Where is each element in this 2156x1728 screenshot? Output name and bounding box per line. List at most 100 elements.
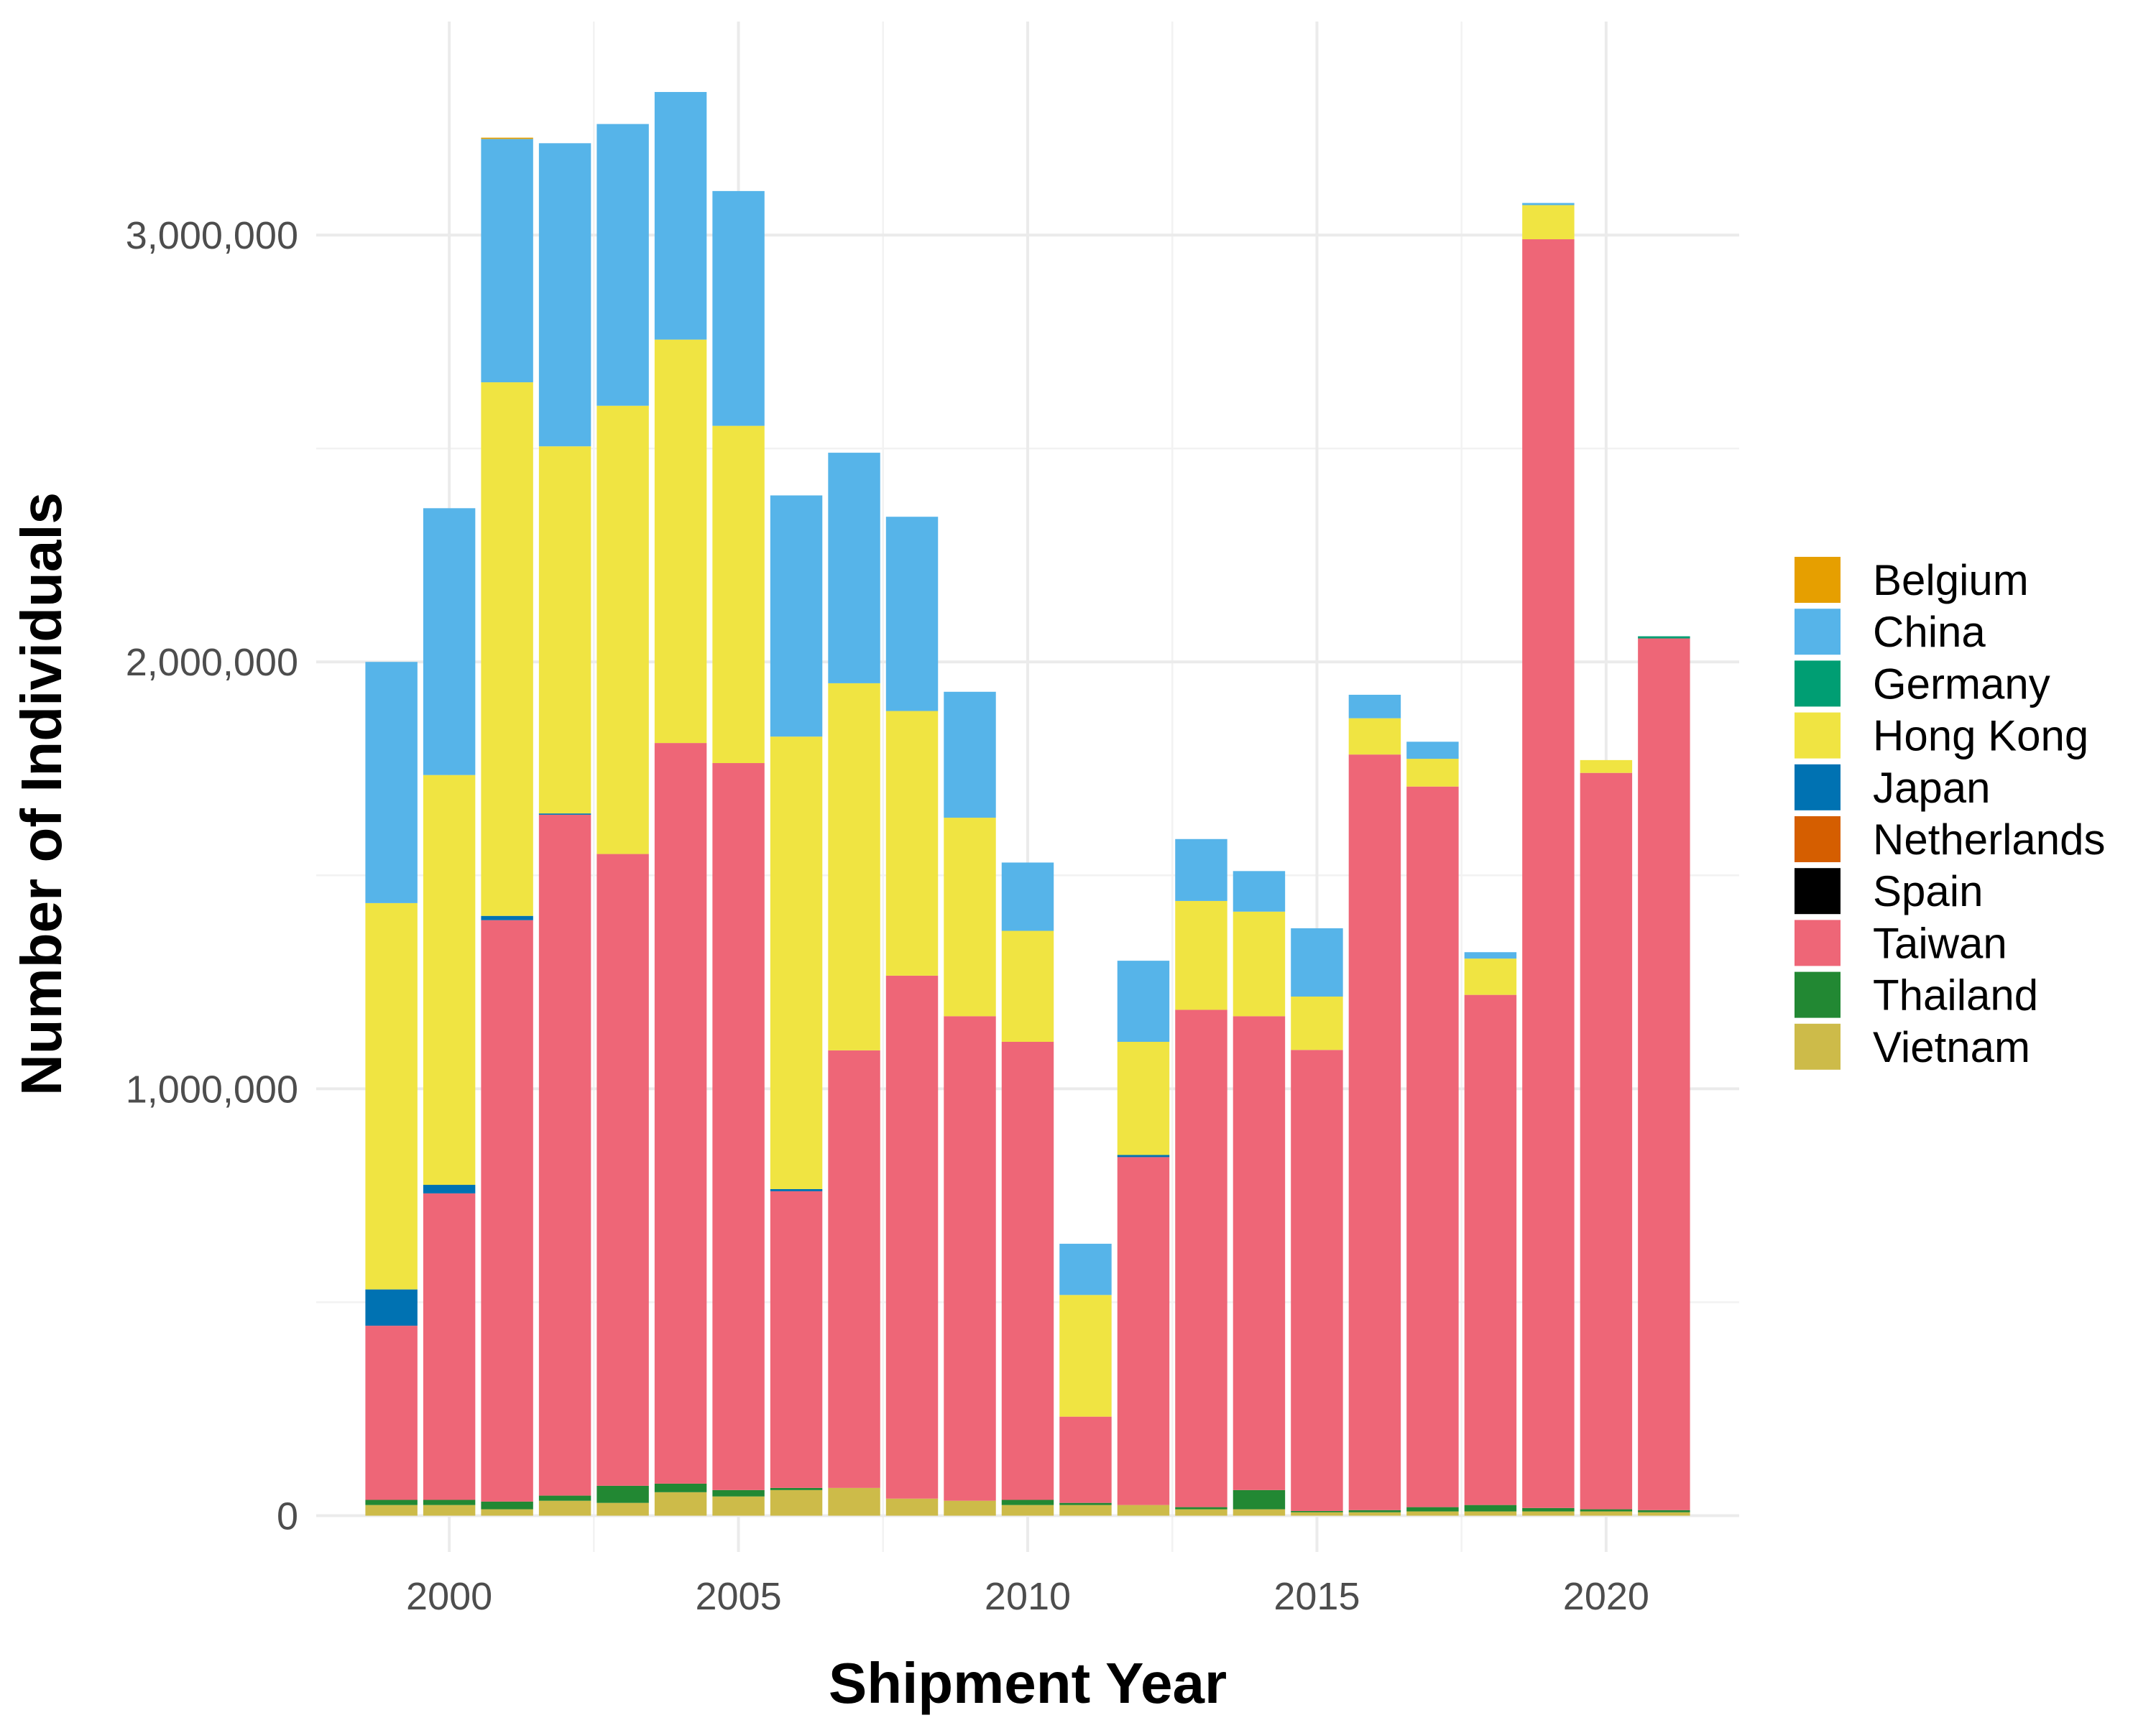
y-tick-label: 3,000,000	[126, 214, 298, 257]
bar-segment	[1001, 1500, 1054, 1505]
bar-segment	[770, 1487, 823, 1490]
bar-segment	[1117, 1157, 1170, 1505]
bar-segment	[712, 1496, 765, 1516]
legend-swatch	[1793, 762, 1842, 812]
bar-segment	[1348, 1512, 1401, 1516]
bar-segment	[596, 124, 649, 406]
bar-segment	[1638, 1510, 1690, 1512]
legend-label: Netherlands	[1873, 816, 2106, 864]
bar-segment	[1001, 930, 1054, 1042]
bar-segment	[1406, 1511, 1459, 1516]
bar-segment	[1406, 741, 1459, 759]
x-axis-title: Shipment Year	[829, 1651, 1227, 1715]
legend-label: Vietnam	[1873, 1023, 2030, 1071]
bar-segment	[538, 1495, 591, 1501]
x-tick-label: 2010	[985, 1575, 1071, 1618]
bar-segment	[828, 1050, 880, 1488]
bar-segment	[1233, 911, 1286, 1017]
bar-segment	[712, 425, 765, 764]
x-tick-label: 2000	[406, 1575, 492, 1618]
bar-segment	[538, 813, 591, 815]
bar-segment	[944, 1016, 996, 1501]
legend-swatch	[1793, 555, 1842, 604]
bar-segment	[1580, 1511, 1633, 1516]
bar-segment	[654, 1483, 707, 1492]
bar-segment	[1348, 1510, 1401, 1512]
bar-segment	[1291, 1510, 1343, 1512]
bar-segment	[1059, 1244, 1112, 1295]
bar-segment	[885, 517, 939, 711]
bar-segment	[1522, 1511, 1575, 1516]
legend-swatch	[1793, 711, 1842, 760]
bar-segment	[365, 1289, 418, 1326]
bar-segment	[1580, 772, 1633, 1510]
bar-segment	[1291, 1050, 1343, 1511]
bar-segment	[1638, 1512, 1690, 1516]
x-axis-ticks: 2000 2005 2010 2015 2020	[406, 1575, 1649, 1618]
y-tick-label: 1,000,000	[126, 1068, 298, 1111]
legend-label: Japan	[1873, 764, 1990, 812]
bar-segment	[423, 1185, 476, 1193]
bar-segment	[712, 763, 765, 1490]
bar-segment	[1117, 1505, 1170, 1516]
bar-segment	[423, 508, 476, 775]
bar-segment	[365, 1500, 418, 1505]
x-tick-label: 2005	[695, 1575, 781, 1618]
bar-segment	[1233, 1016, 1286, 1490]
bar-segment	[538, 814, 591, 1496]
bar-segment	[1291, 928, 1343, 997]
legend-swatch	[1793, 867, 1842, 916]
bar-segment	[1406, 1507, 1459, 1512]
bar-segment	[481, 139, 533, 383]
bar-segment	[365, 662, 418, 903]
bar-segment	[1175, 900, 1227, 1010]
legend-label: Germany	[1873, 660, 2050, 708]
bar-segment	[944, 1500, 996, 1516]
bar-segment	[1348, 754, 1401, 1510]
legend-label: Belgium	[1873, 556, 2029, 604]
bar-segment	[1175, 838, 1227, 901]
bar-segment	[1580, 759, 1633, 773]
bar-segment	[1406, 759, 1459, 787]
x-tick-label: 2015	[1273, 1575, 1360, 1618]
bar-segment	[1001, 1042, 1054, 1500]
legend-label: Hong Kong	[1873, 712, 2088, 760]
bar-segment	[1059, 1416, 1112, 1503]
bar-segment	[481, 1501, 533, 1510]
bar-segment	[538, 143, 591, 447]
bar-segment	[481, 1509, 533, 1516]
legend-label: Thailand	[1873, 971, 2038, 1020]
bar-segment	[828, 1487, 880, 1516]
bar-segment	[1522, 205, 1575, 240]
bar-segment	[423, 1500, 476, 1505]
bar-segment	[365, 1326, 418, 1500]
bar-segment	[770, 495, 823, 737]
bar-segment	[596, 405, 649, 854]
bar-segment	[1233, 1489, 1286, 1510]
bar-segment	[596, 1485, 649, 1503]
legend-swatch	[1793, 607, 1842, 657]
bar-segment	[1522, 203, 1575, 205]
bar-segment	[1175, 1009, 1227, 1507]
bar-segment	[770, 1188, 823, 1191]
bar-segment	[1291, 997, 1343, 1050]
bar-segment	[712, 1489, 765, 1497]
legend-label: China	[1873, 608, 1986, 656]
bar-segment	[1001, 1505, 1054, 1516]
legend-label: Taiwan	[1873, 919, 2007, 967]
x-tick-label: 2020	[1563, 1575, 1649, 1618]
bar-segment	[538, 446, 591, 814]
bar-segment	[596, 854, 649, 1486]
bar-segment	[1059, 1505, 1112, 1516]
bar-segment	[712, 190, 765, 426]
bar-segment	[481, 920, 533, 1502]
bar-segment	[944, 691, 996, 818]
y-tick-label: 0	[277, 1494, 298, 1538]
bar-segment	[1175, 1507, 1227, 1510]
y-axis-title: Number of Individuals	[9, 492, 73, 1096]
bar-segment	[1464, 994, 1517, 1505]
bar-segment	[365, 902, 418, 1290]
